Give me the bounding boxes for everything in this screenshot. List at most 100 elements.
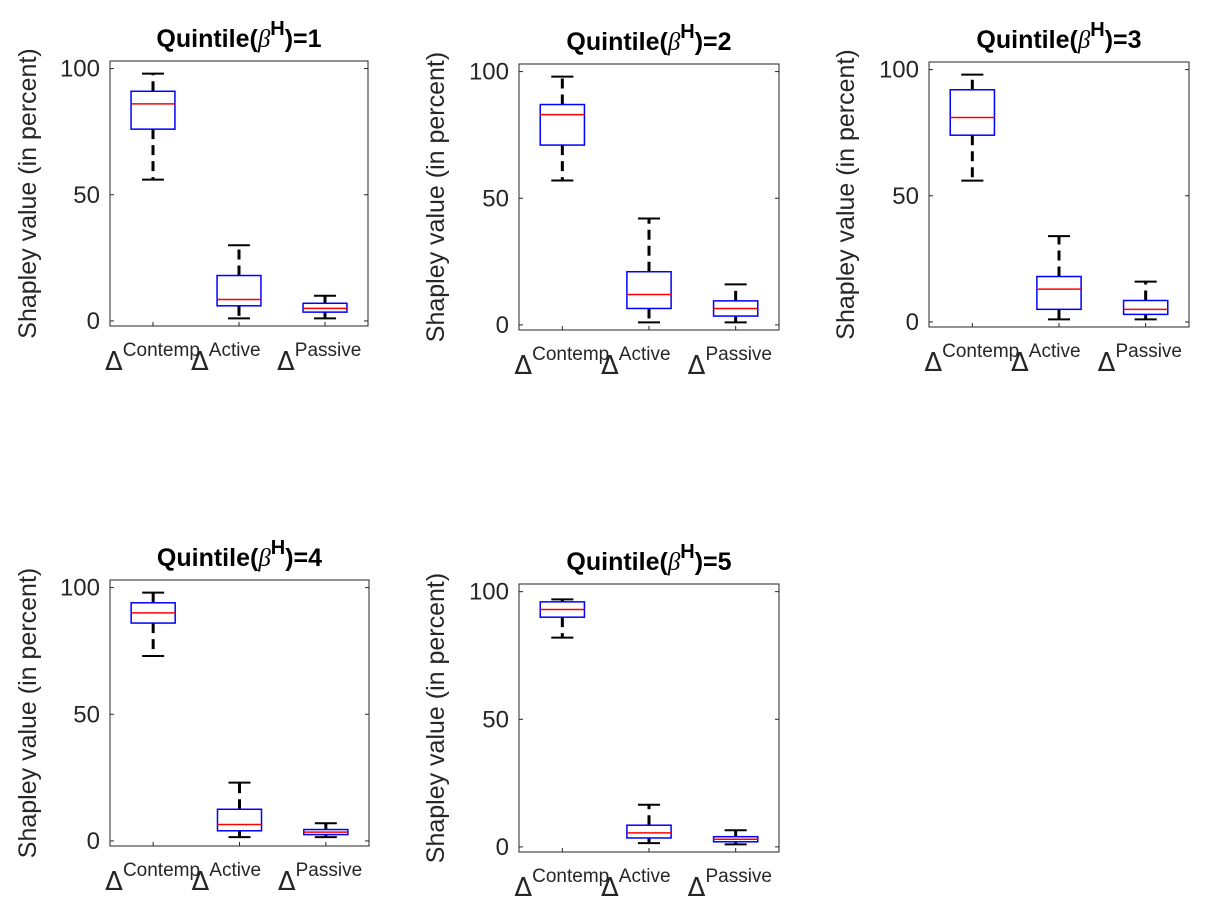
xtick-name: Contemp: [123, 860, 200, 881]
panel-title: Quintile(βH)=5: [566, 541, 731, 576]
title-prefix: Quintile(: [156, 25, 258, 53]
panel-5: Quintile(βH)=5 0 50 100 Shapley value (in pe…: [422, 541, 780, 903]
xtick-name: Passive: [705, 866, 772, 887]
title-suffix: )=1: [285, 25, 322, 53]
box-iqr: [130, 90, 176, 130]
title-prefix: Quintile(: [566, 28, 668, 56]
xtick-label: ΔContemp: [514, 344, 609, 381]
panel-title: Quintile(βH)=4: [157, 537, 322, 572]
panel-title: Quintile(βH)=2: [566, 21, 731, 56]
box-passive: [302, 294, 348, 320]
xtick-delta: Δ: [688, 351, 706, 381]
ytick-label: 0: [87, 308, 100, 335]
xtick-delta: Δ: [191, 347, 209, 377]
ytick-label: 50: [482, 706, 509, 733]
xtick-label: ΔActive: [191, 340, 261, 377]
box-active: [626, 803, 672, 845]
axes-frame: [518, 583, 780, 853]
box-active: [626, 217, 672, 324]
ytick-label: 100: [60, 56, 100, 83]
xtick-delta: Δ: [688, 873, 706, 903]
title-beta: β: [667, 549, 681, 576]
ytick-label: 0: [496, 312, 509, 339]
xtick-label: ΔPassive: [278, 860, 362, 897]
box-iqr: [216, 808, 263, 832]
box-contemp: [539, 598, 586, 639]
xtick-label: ΔContemp: [105, 860, 200, 897]
ytick-label: 50: [482, 185, 509, 212]
title-superscript: H: [680, 541, 694, 563]
box-contemp: [130, 591, 176, 657]
title-suffix: )=4: [285, 544, 322, 572]
xtick-name: Active: [619, 344, 671, 365]
xtick-label: ΔPassive: [688, 344, 772, 381]
xtick-delta: Δ: [514, 873, 532, 903]
xtick-label: ΔContemp: [924, 341, 1019, 378]
box-active: [216, 781, 263, 839]
title-superscript: H: [271, 537, 285, 559]
xtick-name: Contemp: [532, 866, 609, 887]
xtick-name: Contemp: [532, 344, 609, 365]
xtick-delta: Δ: [1011, 348, 1029, 378]
xtick-delta: Δ: [277, 347, 295, 377]
title-suffix: )=3: [1105, 26, 1142, 54]
xtick-label: ΔContemp: [514, 866, 609, 903]
box-contemp: [539, 75, 586, 182]
box-contemp: [949, 73, 996, 182]
xtick-delta: Δ: [601, 873, 619, 903]
box-passive: [1122, 280, 1169, 321]
panel-title: Quintile(βH)=1: [156, 18, 321, 53]
xtick-name: Contemp: [942, 341, 1019, 362]
xtick-delta: Δ: [1098, 348, 1116, 378]
xtick-label: ΔContemp: [105, 340, 200, 377]
box-active: [216, 244, 262, 320]
box-iqr: [1122, 299, 1169, 316]
y-axis-label: Shapley value (in percent): [832, 49, 860, 339]
box-iqr: [1036, 275, 1082, 311]
box-passive: [712, 829, 759, 846]
title-superscript: H: [270, 18, 284, 40]
xtick-name: Contemp: [123, 340, 200, 361]
xtick-delta: Δ: [924, 348, 942, 378]
xtick-delta: Δ: [278, 867, 296, 897]
panel-4: Quintile(βH)=4 0 50 100 Shapley value (in pe…: [14, 537, 370, 897]
box-iqr: [949, 89, 996, 136]
ytick-label: 0: [906, 309, 919, 336]
title-superscript: H: [680, 21, 694, 43]
panel-2: Quintile(βH)=2 0 50 100 Shapley value (in pe…: [422, 21, 780, 381]
ytick-label: 50: [73, 701, 100, 728]
ytick-label: 100: [879, 57, 919, 84]
xtick-label: ΔActive: [1011, 341, 1081, 378]
xtick-label: ΔPassive: [688, 866, 772, 903]
y-axis-label: Shapley value (in percent): [14, 48, 42, 338]
ytick-label: 100: [469, 59, 509, 86]
xtick-name: Passive: [295, 340, 362, 361]
xtick-name: Passive: [1115, 341, 1182, 362]
xtick-name: Passive: [296, 860, 363, 881]
box-contemp: [130, 72, 176, 181]
title-superscript: H: [1090, 19, 1104, 41]
title-beta: β: [667, 29, 681, 56]
xtick-label: ΔPassive: [1098, 341, 1182, 378]
title-prefix: Quintile(: [976, 26, 1078, 54]
xtick-label: ΔActive: [601, 866, 671, 903]
title-suffix: )=2: [695, 28, 732, 56]
box-iqr: [626, 270, 672, 310]
xtick-delta: Δ: [514, 351, 532, 381]
ytick-label: 100: [469, 579, 509, 606]
ytick-label: 50: [73, 182, 100, 209]
xtick-label: ΔPassive: [277, 340, 361, 377]
box-iqr: [626, 824, 672, 839]
xtick-delta: Δ: [601, 351, 619, 381]
ytick-label: 100: [60, 575, 100, 602]
panel-3: Quintile(βH)=3 0 50 100 Shapley value (in pe…: [832, 19, 1190, 378]
xtick-name: Active: [209, 340, 261, 361]
box-passive: [303, 822, 349, 839]
title-beta: β: [257, 26, 271, 53]
title-suffix: )=5: [695, 548, 732, 576]
xtick-name: Active: [619, 866, 671, 887]
xtick-name: Active: [209, 860, 261, 881]
y-axis-label: Shapley value (in percent): [422, 52, 450, 342]
y-axis-label: Shapley value (in percent): [14, 568, 42, 858]
